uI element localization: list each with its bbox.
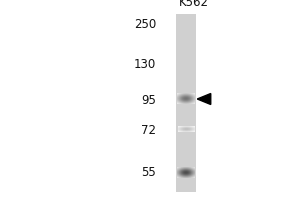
Text: K562: K562: [178, 0, 208, 9]
Text: 72: 72: [141, 123, 156, 136]
Text: 55: 55: [141, 166, 156, 178]
Text: 250: 250: [134, 18, 156, 30]
Polygon shape: [197, 94, 211, 104]
Text: 130: 130: [134, 58, 156, 71]
Text: 95: 95: [141, 94, 156, 106]
Bar: [176, 14, 196, 192]
